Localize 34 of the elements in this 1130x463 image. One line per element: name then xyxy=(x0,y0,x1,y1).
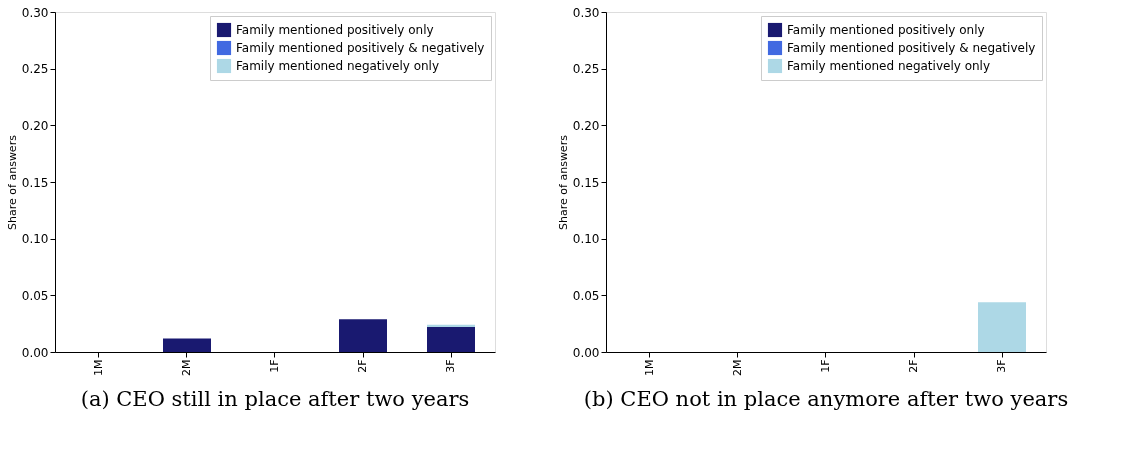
y-tick-label: 0.05 xyxy=(572,288,600,303)
text: (b) CEO not in place anymore after two years xyxy=(583,387,1069,412)
text: (a) CEO still in place after two years xyxy=(80,387,470,412)
x-tick-label: 2M xyxy=(180,359,193,376)
x-tick-label: 2F xyxy=(907,359,920,373)
x-tick-label: 3F xyxy=(444,359,457,373)
legend-label: Family mentioned positively only xyxy=(787,23,985,37)
x-tick-label: 2M xyxy=(731,359,744,376)
x-tick-label: 1M xyxy=(92,359,105,376)
legend-label: Family mentioned positively & negatively xyxy=(787,41,1036,55)
y-tick-label: 0.20 xyxy=(572,118,600,133)
y-tick-label: 0.05 xyxy=(21,288,49,303)
y-tick-label: 0.25 xyxy=(21,62,49,77)
y-tick-label: 0.00 xyxy=(572,345,600,360)
y-tick-label: 0.00 xyxy=(21,345,49,360)
legend-label: Family mentioned negatively only xyxy=(787,59,991,73)
y-axis-title: Share of answers xyxy=(5,134,19,230)
x-tick-label: 2F xyxy=(356,359,369,373)
y-tick-label: 0.10 xyxy=(572,232,600,247)
x-tick-label: 1M xyxy=(643,359,656,376)
y-tick-label: 0.20 xyxy=(21,118,49,133)
y-tick-label: 0.15 xyxy=(21,175,49,190)
x-tick-label: 1F xyxy=(819,359,832,373)
legend-label: Family mentioned positively only xyxy=(236,23,434,37)
y-tick-label: 0.30 xyxy=(21,5,49,20)
x-tick-label: 3F xyxy=(995,359,1008,373)
y-tick-label: 0.30 xyxy=(572,5,600,20)
y-tick-label: 0.15 xyxy=(572,175,600,190)
y-tick-label: 0.10 xyxy=(21,232,49,247)
x-tick-label: 1F xyxy=(268,359,281,373)
y-tick-label: 0.25 xyxy=(572,62,600,77)
y-axis-title: Share of answers xyxy=(556,134,570,230)
legend-label: Family mentioned negatively only xyxy=(236,59,440,73)
legend-label: Family mentioned positively & negatively xyxy=(236,41,485,55)
